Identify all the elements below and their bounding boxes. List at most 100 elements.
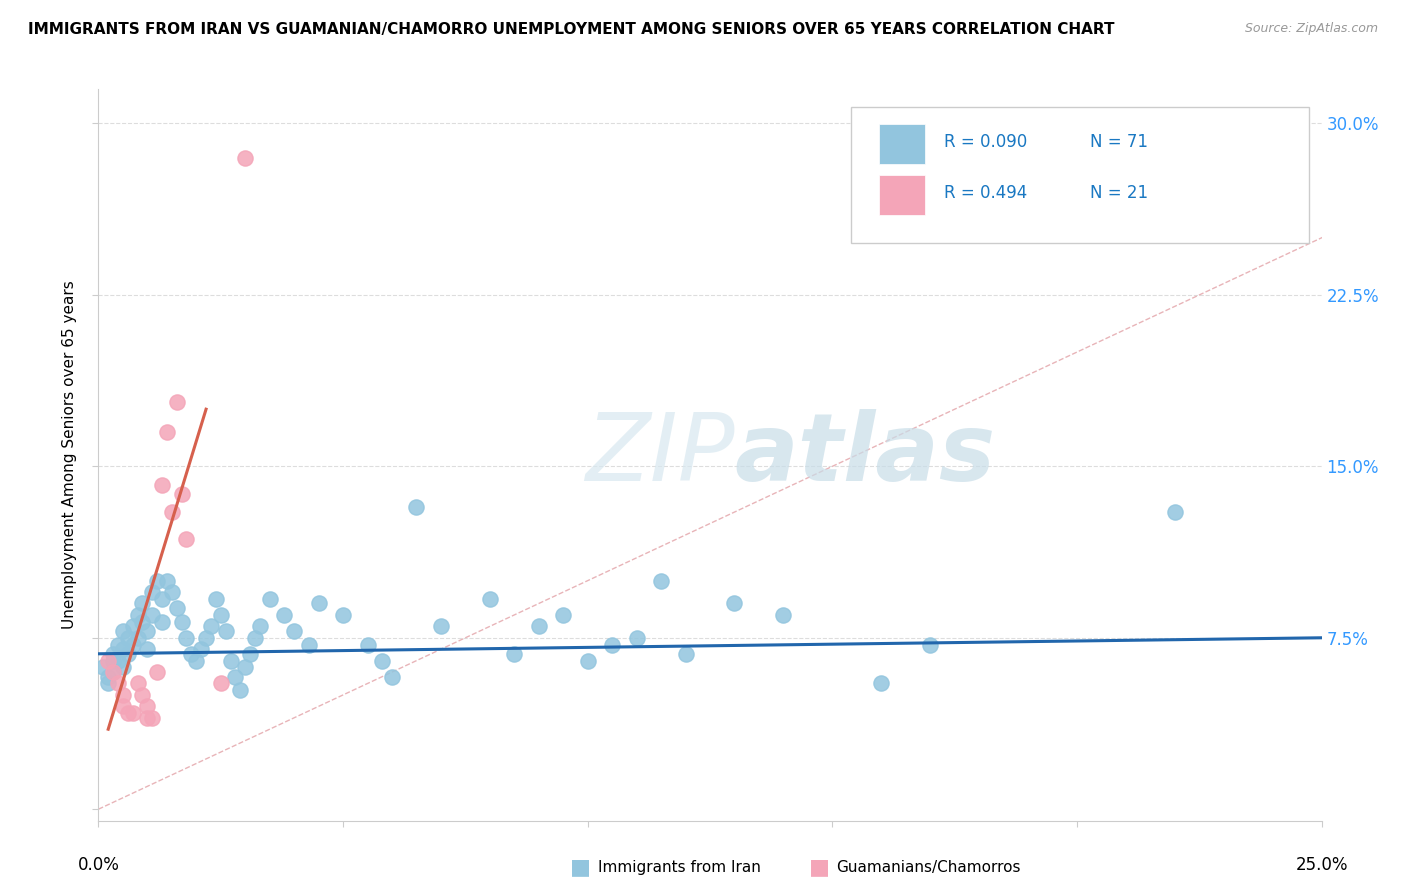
Point xyxy=(156,425,179,439)
Text: 0.0%: 0.0% xyxy=(77,855,120,874)
Point xyxy=(723,597,745,611)
Point xyxy=(675,647,697,661)
Point xyxy=(117,706,139,721)
Point xyxy=(101,654,124,668)
Point xyxy=(224,670,246,684)
Point xyxy=(136,642,159,657)
Point xyxy=(626,631,648,645)
Point xyxy=(209,607,232,622)
Point xyxy=(170,487,193,501)
Text: Guamanians/Chamorros: Guamanians/Chamorros xyxy=(837,860,1021,874)
Text: R = 0.494: R = 0.494 xyxy=(943,184,1026,202)
Point xyxy=(127,676,149,690)
Point xyxy=(219,654,242,668)
Point xyxy=(381,670,404,684)
FancyBboxPatch shape xyxy=(879,175,925,215)
Point xyxy=(229,683,252,698)
Point xyxy=(107,638,129,652)
Point xyxy=(160,585,183,599)
Point xyxy=(176,533,198,547)
Text: atlas: atlas xyxy=(734,409,995,501)
Point xyxy=(160,505,183,519)
Point xyxy=(576,654,599,668)
Point xyxy=(243,631,266,645)
Point xyxy=(111,660,134,674)
Point xyxy=(553,607,575,622)
Point xyxy=(166,601,188,615)
Point xyxy=(127,631,149,645)
Point xyxy=(430,619,453,633)
Point xyxy=(1164,505,1187,519)
Point xyxy=(146,574,169,588)
Point xyxy=(405,500,427,515)
Point xyxy=(259,591,281,606)
Point xyxy=(136,624,159,638)
Point xyxy=(121,619,143,633)
Y-axis label: Unemployment Among Seniors over 65 years: Unemployment Among Seniors over 65 years xyxy=(62,281,77,629)
Point xyxy=(478,591,501,606)
FancyBboxPatch shape xyxy=(879,124,925,164)
Text: ZIP: ZIP xyxy=(585,409,734,500)
Point xyxy=(111,688,134,702)
Point xyxy=(146,665,169,679)
Point xyxy=(527,619,550,633)
Point xyxy=(249,619,271,633)
Point xyxy=(97,654,120,668)
Point xyxy=(101,665,124,679)
Point xyxy=(920,638,942,652)
Text: IMMIGRANTS FROM IRAN VS GUAMANIAN/CHAMORRO UNEMPLOYMENT AMONG SENIORS OVER 65 YE: IMMIGRANTS FROM IRAN VS GUAMANIAN/CHAMOR… xyxy=(28,22,1115,37)
Point xyxy=(141,585,163,599)
Text: N = 71: N = 71 xyxy=(1091,133,1149,151)
Point xyxy=(186,654,208,668)
Point xyxy=(131,688,153,702)
Text: Source: ZipAtlas.com: Source: ZipAtlas.com xyxy=(1244,22,1378,36)
Point xyxy=(97,670,120,684)
Point xyxy=(101,665,124,679)
Point xyxy=(190,642,212,657)
Point xyxy=(166,395,188,409)
Point xyxy=(233,151,256,165)
Point xyxy=(131,615,153,629)
FancyBboxPatch shape xyxy=(851,108,1309,243)
Point xyxy=(91,660,114,674)
Point xyxy=(273,607,295,622)
Text: ■: ■ xyxy=(808,857,830,877)
Point xyxy=(141,711,163,725)
Point xyxy=(136,699,159,714)
Point xyxy=(141,607,163,622)
Point xyxy=(101,647,124,661)
Text: R = 0.090: R = 0.090 xyxy=(943,133,1026,151)
Point xyxy=(117,631,139,645)
Point xyxy=(150,591,173,606)
Point xyxy=(772,607,794,622)
Point xyxy=(136,711,159,725)
Text: N = 21: N = 21 xyxy=(1091,184,1149,202)
Point xyxy=(156,574,179,588)
Point xyxy=(131,597,153,611)
Point xyxy=(107,654,129,668)
Point xyxy=(205,591,228,606)
Point xyxy=(870,676,893,690)
Point xyxy=(195,631,218,645)
Point xyxy=(200,619,222,633)
Point xyxy=(308,597,330,611)
Point xyxy=(503,647,526,661)
Point xyxy=(356,638,378,652)
Point xyxy=(214,624,236,638)
Point xyxy=(371,654,394,668)
Point xyxy=(97,676,120,690)
Text: 25.0%: 25.0% xyxy=(1295,855,1348,874)
Point xyxy=(107,676,129,690)
Text: ■: ■ xyxy=(569,857,591,877)
Point xyxy=(121,638,143,652)
Point xyxy=(650,574,672,588)
Point xyxy=(176,631,198,645)
Point xyxy=(209,676,232,690)
Point xyxy=(127,607,149,622)
Point xyxy=(283,624,305,638)
Point xyxy=(150,477,173,491)
Point xyxy=(111,699,134,714)
Point xyxy=(150,615,173,629)
Point xyxy=(180,647,202,661)
Point xyxy=(121,706,143,721)
